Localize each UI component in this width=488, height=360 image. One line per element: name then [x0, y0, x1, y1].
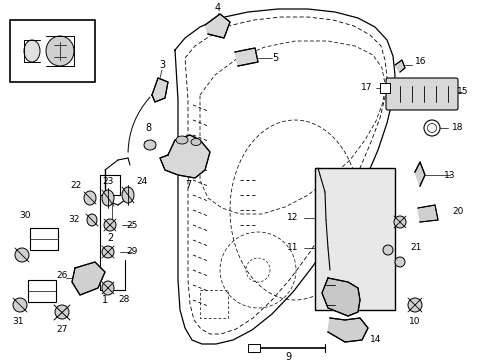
Ellipse shape	[393, 216, 405, 228]
Ellipse shape	[102, 281, 114, 295]
Text: 26: 26	[57, 270, 68, 279]
Ellipse shape	[102, 246, 114, 258]
Text: 7: 7	[184, 180, 191, 190]
FancyBboxPatch shape	[385, 78, 457, 110]
Text: 31: 31	[12, 318, 24, 327]
Ellipse shape	[15, 248, 29, 262]
Ellipse shape	[176, 136, 187, 144]
Text: 5: 5	[271, 53, 278, 63]
Text: 23: 23	[102, 177, 113, 186]
Ellipse shape	[394, 257, 404, 267]
Text: 30: 30	[19, 211, 31, 220]
Polygon shape	[204, 14, 229, 38]
Ellipse shape	[143, 140, 156, 150]
Text: 18: 18	[451, 123, 463, 132]
Polygon shape	[152, 78, 168, 102]
Bar	[379, 83, 389, 93]
Bar	[30, 228, 58, 250]
Ellipse shape	[55, 305, 69, 319]
Text: 3: 3	[159, 60, 165, 70]
Ellipse shape	[191, 139, 201, 145]
Polygon shape	[327, 318, 367, 342]
Ellipse shape	[87, 214, 97, 226]
Text: 29: 29	[126, 248, 138, 256]
Text: 27: 27	[56, 325, 67, 334]
Text: 17: 17	[360, 84, 371, 93]
Ellipse shape	[382, 245, 392, 255]
Text: 14: 14	[369, 336, 381, 345]
Ellipse shape	[102, 190, 114, 206]
Text: 1: 1	[102, 295, 108, 305]
Text: 19: 19	[380, 228, 391, 237]
Ellipse shape	[84, 191, 96, 205]
Text: 28: 28	[118, 296, 129, 305]
Text: 13: 13	[443, 171, 454, 180]
Polygon shape	[72, 262, 105, 295]
Text: 15: 15	[456, 87, 467, 96]
Ellipse shape	[104, 219, 116, 231]
Text: 9: 9	[285, 352, 290, 360]
Text: 8: 8	[144, 123, 151, 133]
Polygon shape	[235, 48, 258, 66]
Ellipse shape	[423, 120, 439, 136]
Polygon shape	[160, 135, 209, 178]
Text: 25: 25	[126, 220, 138, 230]
Text: 6: 6	[14, 35, 20, 45]
Text: 24: 24	[136, 177, 147, 186]
Text: 10: 10	[408, 318, 420, 327]
Text: 11: 11	[286, 243, 297, 252]
Ellipse shape	[407, 298, 421, 312]
Text: 20: 20	[451, 207, 463, 216]
Bar	[247, 344, 260, 352]
Bar	[314, 168, 394, 310]
Polygon shape	[417, 205, 437, 222]
Polygon shape	[321, 278, 359, 316]
Text: 16: 16	[414, 58, 426, 67]
Text: 12: 12	[286, 213, 297, 222]
Text: 32: 32	[68, 216, 80, 225]
Ellipse shape	[24, 40, 40, 62]
Bar	[28, 280, 56, 302]
Text: 4: 4	[215, 3, 221, 13]
Ellipse shape	[46, 36, 74, 66]
Ellipse shape	[427, 123, 436, 132]
Bar	[10, 20, 95, 82]
Polygon shape	[414, 162, 424, 186]
Ellipse shape	[122, 187, 134, 203]
Ellipse shape	[13, 298, 27, 312]
Text: 21: 21	[409, 243, 421, 252]
Text: 22: 22	[71, 180, 82, 189]
Polygon shape	[394, 60, 404, 72]
Text: 2: 2	[107, 233, 113, 243]
